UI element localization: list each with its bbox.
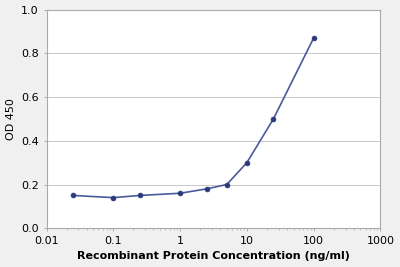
Y-axis label: OD 450: OD 450	[6, 98, 16, 140]
X-axis label: Recombinant Protein Concentration (ng/ml): Recombinant Protein Concentration (ng/ml…	[77, 252, 350, 261]
